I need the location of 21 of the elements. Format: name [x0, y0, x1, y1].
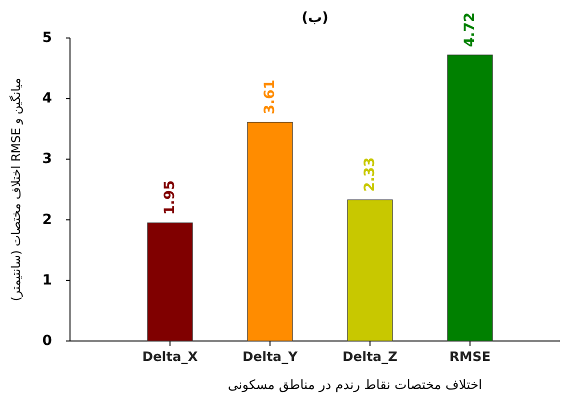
data-label: 1.95: [162, 180, 178, 215]
y-tick-label: 5: [42, 30, 52, 46]
x-axis-title: اختلاف مختصات نقاط رندم در مناطق مسکونی: [228, 378, 482, 393]
bar: [247, 122, 293, 342]
data-label: 2.33: [362, 157, 378, 192]
data-label: 4.72: [462, 12, 478, 47]
y-tick-label: 4: [42, 90, 52, 107]
x-tick-label: Delta_Y: [242, 350, 298, 365]
x-tick-label: Delta_X: [142, 350, 198, 365]
y-axis-title: میانگین و RMSE اختلاف مختصات (سانتیمتر): [9, 78, 23, 302]
y-tick-label: 2: [42, 212, 52, 228]
x-tick-label: RMSE: [449, 350, 491, 365]
chart-title: (ب): [302, 10, 328, 26]
y-tick-label: 3: [42, 151, 52, 168]
x-tick-label: Delta_Z: [342, 350, 398, 365]
y-tick-label: 0: [42, 333, 52, 349]
bar: [347, 200, 393, 342]
bar: [147, 222, 193, 342]
bar: [447, 54, 493, 342]
data-label: 3.61: [262, 80, 278, 114]
y-tick-label: 1: [42, 272, 52, 288]
